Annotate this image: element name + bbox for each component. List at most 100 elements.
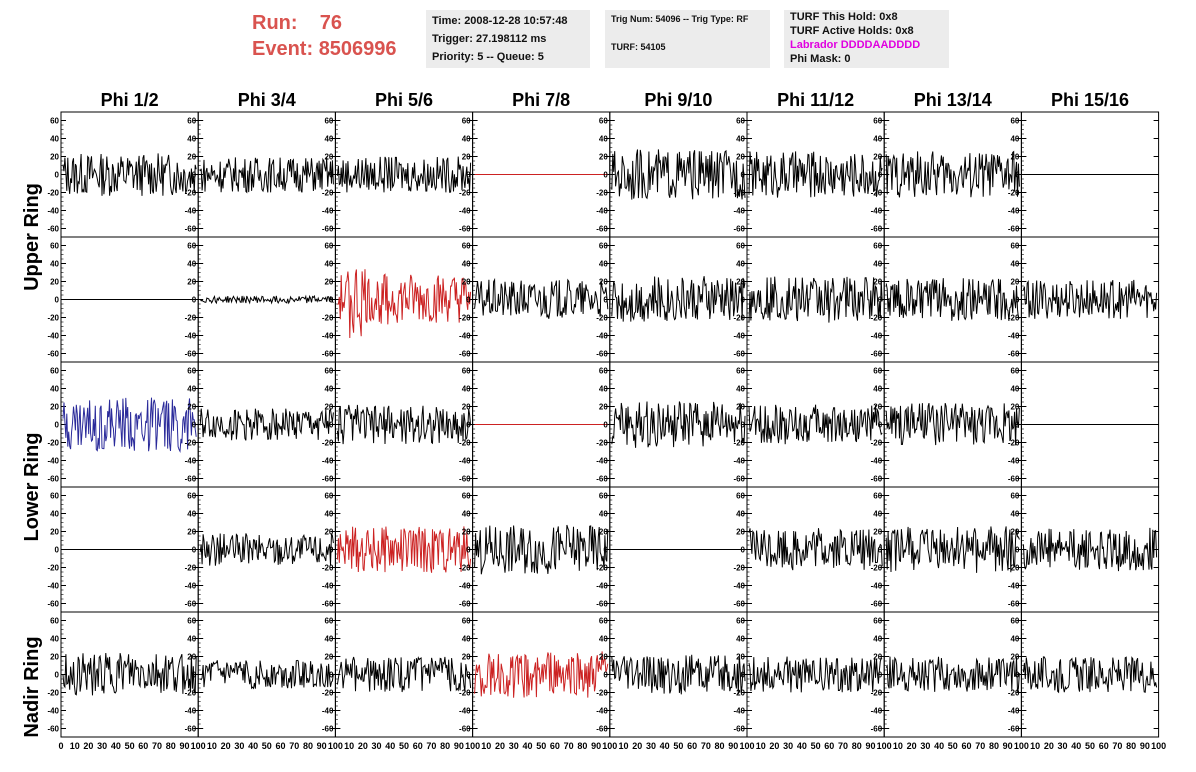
waveform-trace <box>885 278 1020 321</box>
y-tick-label: 40 <box>324 135 333 144</box>
y-tick-label: 60 <box>736 117 745 126</box>
x-tick-label: 40 <box>660 741 670 751</box>
x-tick-label: 30 <box>783 741 793 751</box>
trigger-info-box: Time: 2008-12-28 10:57:48 Trigger: 27.19… <box>426 10 590 68</box>
y-tick-label: -20 <box>459 689 471 698</box>
y-tick-label: 60 <box>324 117 333 126</box>
labrador-text: Labrador DDDDAADDDD <box>790 39 921 51</box>
y-tick-label: -20 <box>733 439 745 448</box>
y-tick-label: 0 <box>466 671 471 680</box>
x-tick-label: 20 <box>358 741 368 751</box>
y-tick-label: -60 <box>871 725 883 734</box>
x-tick-label: 60 <box>1099 741 1109 751</box>
y-tick-label: 0 <box>329 421 334 430</box>
y-tick-label: 0 <box>741 671 746 680</box>
y-tick-label: 60 <box>1010 242 1019 251</box>
x-tick-label: 40 <box>1071 741 1081 751</box>
column-header: Phi 11/12 <box>777 90 854 110</box>
waveform-trace <box>1022 279 1158 319</box>
y-tick-label: 0 <box>741 296 746 305</box>
y-tick-label: 60 <box>873 242 882 251</box>
x-tick-label: 50 <box>399 741 409 751</box>
y-tick-label: -40 <box>47 707 59 716</box>
y-tick-label: -60 <box>871 475 883 484</box>
x-tick-label: 100 <box>602 741 617 751</box>
y-tick-label: 60 <box>187 492 196 501</box>
x-tick-label: 20 <box>83 741 93 751</box>
x-tick-label: 80 <box>715 741 725 751</box>
y-tick-label: 60 <box>599 617 608 626</box>
y-tick-label: -60 <box>733 725 745 734</box>
y-tick-label: 40 <box>736 260 745 269</box>
y-tick-label: 0 <box>603 296 608 305</box>
x-tick-label: 30 <box>646 741 656 751</box>
y-tick-label: 40 <box>599 510 608 519</box>
y-tick-label: -20 <box>733 189 745 198</box>
y-tick-label: -20 <box>871 189 883 198</box>
y-tick-label: -60 <box>871 225 883 234</box>
waveform-trace <box>474 651 609 698</box>
y-tick-label: 0 <box>1015 546 1020 555</box>
y-tick-label: -40 <box>733 582 745 591</box>
y-tick-label: 0 <box>329 296 334 305</box>
y-tick-label: 60 <box>736 617 745 626</box>
waveform-trace <box>611 401 746 448</box>
x-tick-label: 50 <box>125 741 135 751</box>
turf-active-holds-text: TURF Active Holds: 0x8 <box>790 25 914 37</box>
y-tick-label: -40 <box>596 207 608 216</box>
x-tick-label: 100 <box>739 741 754 751</box>
y-tick-label: 60 <box>1010 617 1019 626</box>
y-tick-label: -20 <box>871 314 883 323</box>
x-tick-label: 10 <box>619 741 629 751</box>
y-tick-label: 20 <box>736 153 745 162</box>
y-tick-label: 0 <box>878 546 883 555</box>
y-tick-label: 20 <box>462 403 471 412</box>
y-tick-label: -20 <box>185 689 197 698</box>
x-tick-label: 90 <box>591 741 601 751</box>
x-tick-label: 30 <box>1058 741 1068 751</box>
x-tick-label: 10 <box>70 741 80 751</box>
x-tick-label: 40 <box>522 741 532 751</box>
y-tick-label: -20 <box>871 439 883 448</box>
y-tick-label: -60 <box>1008 225 1020 234</box>
y-tick-label: 40 <box>50 260 59 269</box>
waveform-trace <box>748 151 883 198</box>
y-tick-label: -40 <box>47 207 59 216</box>
y-tick-label: -60 <box>47 225 59 234</box>
y-tick-label: 20 <box>1010 653 1019 662</box>
y-tick-label: 60 <box>50 117 59 126</box>
y-tick-label: 60 <box>324 492 333 501</box>
y-tick-label: 40 <box>462 260 471 269</box>
y-tick-label: 40 <box>599 260 608 269</box>
y-tick-label: 60 <box>50 492 59 501</box>
event-label: Event: <box>252 38 314 60</box>
row-label: Upper Ring <box>21 183 43 291</box>
y-tick-label: 40 <box>873 135 882 144</box>
x-tick-label: 90 <box>1140 741 1150 751</box>
y-tick-label: -40 <box>596 707 608 716</box>
column-header: Phi 3/4 <box>238 90 296 110</box>
x-tick-label: 50 <box>811 741 821 751</box>
x-tick-label: 20 <box>907 741 917 751</box>
y-tick-label: 0 <box>55 421 60 430</box>
y-tick-label: -40 <box>322 457 334 466</box>
x-tick-label: 10 <box>893 741 903 751</box>
y-tick-label: 20 <box>187 153 196 162</box>
y-tick-label: 40 <box>187 510 196 519</box>
y-tick-label: -40 <box>322 332 334 341</box>
y-tick-label: -20 <box>185 439 197 448</box>
y-tick-label: 40 <box>873 510 882 519</box>
y-tick-label: -40 <box>1008 582 1020 591</box>
waveform-trace <box>611 654 746 695</box>
y-tick-label: -20 <box>459 314 471 323</box>
x-tick-label: 60 <box>687 741 697 751</box>
y-tick-label: 60 <box>187 117 196 126</box>
y-tick-label: 60 <box>462 367 471 376</box>
y-tick-label: 0 <box>55 546 60 555</box>
run-value: 76 <box>319 12 343 34</box>
row-label: Lower Ring <box>21 433 43 542</box>
x-tick-label: 90 <box>865 741 875 751</box>
waveform-trace <box>611 276 746 322</box>
y-tick-label: 60 <box>1010 117 1019 126</box>
